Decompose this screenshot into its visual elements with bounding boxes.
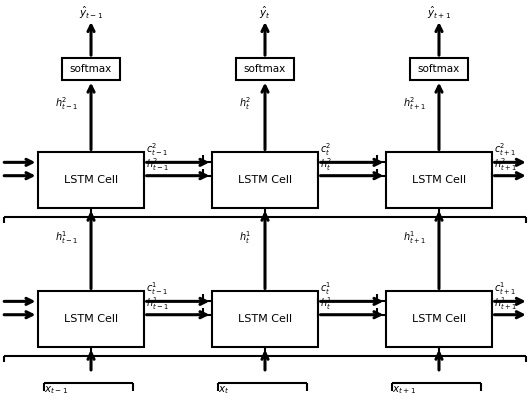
Text: $\hat{y}_{t+1}$: $\hat{y}_{t+1}$ bbox=[427, 5, 451, 22]
Bar bbox=[62, 58, 120, 80]
Text: LSTM Cell: LSTM Cell bbox=[64, 175, 118, 185]
Text: LSTM Cell: LSTM Cell bbox=[238, 314, 292, 324]
Text: $c^1_{t}$: $c^1_{t}$ bbox=[320, 280, 332, 297]
Text: $c^1_{t-1}$: $c^1_{t-1}$ bbox=[146, 280, 169, 297]
Text: $c^1_{t+1}$: $c^1_{t+1}$ bbox=[494, 280, 516, 297]
Text: $h^2_{t}$: $h^2_{t}$ bbox=[240, 95, 252, 112]
Bar bbox=[386, 152, 492, 208]
Bar bbox=[410, 58, 468, 80]
Text: $h^2_{t}$: $h^2_{t}$ bbox=[320, 156, 333, 172]
Bar bbox=[236, 58, 294, 80]
Text: $c^2_{t-1}$: $c^2_{t-1}$ bbox=[146, 142, 169, 158]
Text: $c^2_{t}$: $c^2_{t}$ bbox=[320, 142, 332, 158]
Text: LSTM Cell: LSTM Cell bbox=[412, 175, 466, 185]
Text: LSTM Cell: LSTM Cell bbox=[238, 175, 292, 185]
Text: LSTM Cell: LSTM Cell bbox=[64, 314, 118, 324]
Text: $\hat{y}_{t-1}$: $\hat{y}_{t-1}$ bbox=[79, 5, 103, 22]
Text: $h^1_{t+1}$: $h^1_{t+1}$ bbox=[403, 229, 426, 246]
Text: softmax: softmax bbox=[244, 64, 286, 74]
Text: softmax: softmax bbox=[70, 64, 112, 74]
Text: $h^1_{t}$: $h^1_{t}$ bbox=[320, 295, 333, 312]
Text: $x_{t}$: $x_{t}$ bbox=[217, 384, 229, 396]
Text: $h^1_{t+1}$: $h^1_{t+1}$ bbox=[494, 295, 517, 312]
Bar bbox=[38, 291, 144, 347]
Text: $h^1_{t}$: $h^1_{t}$ bbox=[239, 229, 252, 246]
Text: $c^2_{t+1}$: $c^2_{t+1}$ bbox=[494, 142, 516, 158]
Bar bbox=[386, 291, 492, 347]
Text: $\hat{y}_{t}$: $\hat{y}_{t}$ bbox=[259, 5, 271, 22]
Bar bbox=[213, 152, 317, 208]
Text: $h^1_{t-1}$: $h^1_{t-1}$ bbox=[146, 295, 169, 312]
Text: $h^1_{t-1}$: $h^1_{t-1}$ bbox=[55, 229, 78, 246]
Text: $x_{t-1}$: $x_{t-1}$ bbox=[43, 384, 68, 396]
Text: LSTM Cell: LSTM Cell bbox=[412, 314, 466, 324]
Text: softmax: softmax bbox=[418, 64, 460, 74]
Text: $h^2_{t-1}$: $h^2_{t-1}$ bbox=[55, 95, 78, 112]
Bar bbox=[38, 152, 144, 208]
Text: $x_{t+1}$: $x_{t+1}$ bbox=[392, 384, 416, 396]
Text: $h^2_{t-1}$: $h^2_{t-1}$ bbox=[146, 156, 169, 172]
Text: $h^2_{t+1}$: $h^2_{t+1}$ bbox=[403, 95, 426, 112]
Text: $h^2_{t+1}$: $h^2_{t+1}$ bbox=[494, 156, 517, 172]
Bar bbox=[213, 291, 317, 347]
